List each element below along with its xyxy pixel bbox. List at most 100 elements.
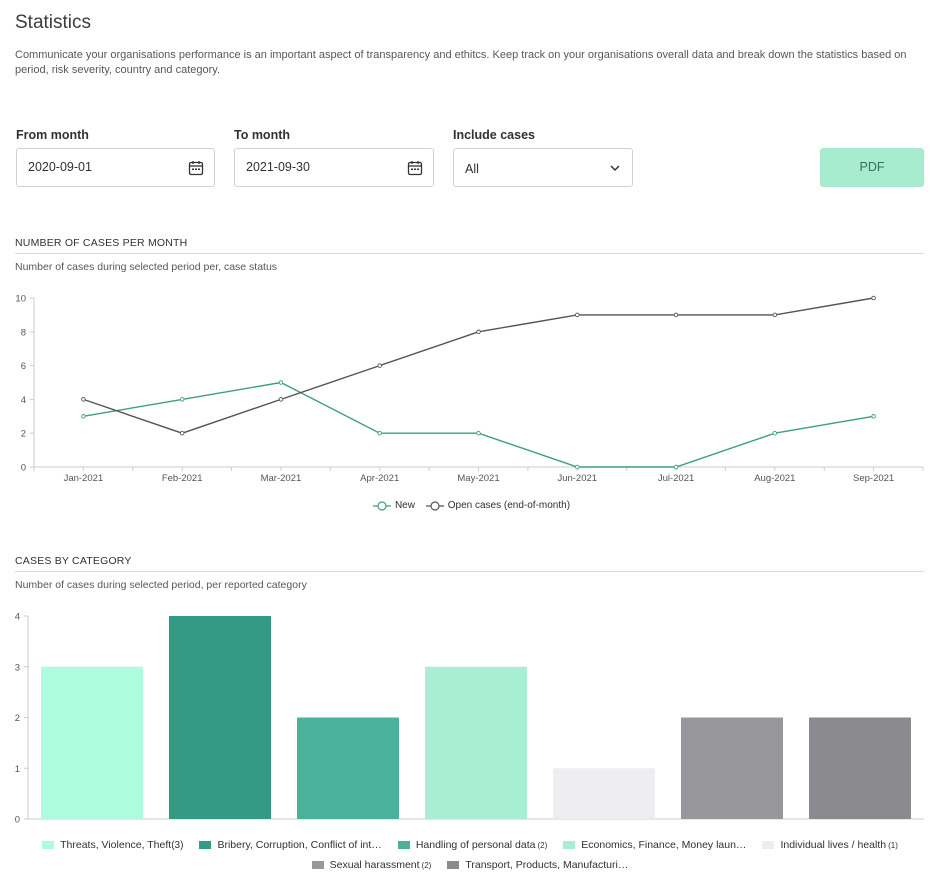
bar: [809, 717, 911, 819]
data-point: [476, 329, 481, 335]
x-tick-label: Mar-2021: [261, 473, 302, 484]
legend-label: Transport, Products, Manufacturi…: [465, 859, 629, 871]
legend-label: Sexual harassment: [329, 859, 420, 871]
cases-by-category-chart: 0 1 2 3 4: [15, 612, 924, 826]
data-point: [278, 380, 284, 385]
x-tick-label: Jan-2021: [64, 473, 104, 484]
from-month-label: From month: [16, 128, 89, 142]
series-line-open-cases: [83, 297, 874, 434]
legend-line-marker: [425, 500, 444, 511]
calendar-icon[interactable]: [188, 160, 204, 176]
line-chart-legend: New Open cases (end-of-month): [0, 500, 943, 514]
x-tick-label: Aug-2021: [754, 473, 795, 484]
to-month-value: 2021-09-30: [246, 160, 310, 174]
calendar-icon[interactable]: [407, 160, 423, 176]
y-tick-label: 2: [21, 429, 26, 440]
data-point: [377, 430, 382, 436]
to-month-label: To month: [234, 128, 290, 142]
legend-swatch: [199, 841, 212, 849]
include-cases-value: All: [465, 162, 479, 176]
y-tick-label: 0: [15, 815, 20, 826]
cases-per-month-title: NUMBER OF CASES PER MONTH: [15, 237, 188, 249]
cases-by-category-title: CASES BY CATEGORY: [15, 555, 132, 567]
x-tick-label: Apr-2021: [360, 473, 399, 484]
data-point: [673, 464, 679, 470]
include-cases-select[interactable]: All: [453, 148, 633, 187]
data-point: [278, 397, 284, 402]
chevron-down-icon: [610, 165, 620, 172]
legend-item-open-cases[interactable]: Open cases (end-of-month): [425, 500, 571, 511]
legend-count: (3): [171, 839, 184, 851]
bar: [41, 666, 143, 819]
y-tick-label: 2: [15, 713, 20, 724]
bar: [553, 768, 655, 819]
legend-swatch: [563, 841, 576, 849]
data-point: [377, 363, 382, 368]
bar-chart-legend-row-2: Sexual harassment (2) Transport, Products…: [15, 859, 925, 871]
data-point: [81, 397, 86, 402]
legend-label-open-cases: Open cases (end-of-month): [447, 500, 571, 511]
from-month-field[interactable]: 2020-09-01: [16, 148, 215, 187]
legend-count: (2): [537, 840, 548, 850]
y-tick-label: 8: [21, 327, 26, 338]
legend-count: (2): [421, 860, 432, 870]
legend-item-economics[interactable]: Economics, Finance, Money laun…: [563, 839, 746, 851]
y-tick-label: 4: [15, 612, 20, 623]
from-month-value: 2020-09-01: [28, 160, 92, 174]
legend-item-individual-lives[interactable]: Individual lives / health (1): [762, 839, 898, 851]
legend-swatch: [447, 861, 460, 869]
data-point: [673, 312, 679, 318]
y-tick-label: 3: [15, 662, 20, 673]
include-cases-label: Include cases: [453, 128, 535, 142]
y-tick-label: 4: [21, 395, 26, 406]
to-month-field[interactable]: 2021-09-30: [234, 148, 434, 187]
series-line-new: [83, 381, 874, 468]
y-tick-label: 0: [21, 463, 26, 474]
legend-swatch: [397, 841, 410, 849]
y-tick-label: 10: [15, 294, 26, 305]
bar: [169, 616, 271, 819]
legend-item-transport[interactable]: Transport, Products, Manufacturi…: [447, 859, 628, 871]
y-tick-label: 1: [15, 764, 20, 775]
legend-item-bribery[interactable]: Bribery, Corruption, Conflict of int…: [199, 839, 382, 851]
divider: [15, 253, 924, 254]
data-point: [772, 430, 778, 436]
legend-label: Handling of personal data: [415, 839, 536, 851]
legend-line-marker: [372, 500, 391, 511]
y-tick-label: 6: [21, 361, 26, 372]
legend-label: Threats, Violence, Theft: [60, 839, 172, 851]
legend-swatch: [42, 841, 55, 849]
bar: [297, 717, 399, 819]
legend-label: Bribery, Corruption, Conflict of int…: [217, 839, 382, 851]
bar-chart-legend-row-1: Threats, Violence, Theft (3) Bribery, Cor…: [15, 839, 925, 851]
data-point: [871, 414, 876, 419]
legend-swatch: [311, 861, 324, 869]
data-point: [476, 430, 481, 436]
page-description: Communicate your organisations performan…: [15, 49, 907, 76]
cases-by-category-subtitle: Number of cases during selected period, …: [15, 579, 307, 591]
x-tick-label: Jul-2021: [658, 473, 694, 484]
legend-item-new[interactable]: New: [372, 500, 415, 511]
divider: [15, 571, 924, 572]
legend-item-threats[interactable]: Threats, Violence, Theft (3): [42, 839, 183, 851]
data-point: [871, 295, 876, 301]
bar: [425, 666, 527, 819]
data-point: [575, 464, 580, 470]
data-point: [81, 414, 86, 419]
legend-item-sexual-harassment[interactable]: Sexual harassment (2): [311, 859, 432, 871]
page-title: Statistics: [15, 12, 92, 33]
legend-item-personal-data[interactable]: Handling of personal data (2): [397, 839, 548, 851]
x-tick-label: Feb-2021: [162, 473, 203, 484]
legend-label-new: New: [394, 500, 415, 511]
cases-per-month-subtitle: Number of cases during selected period p…: [15, 261, 278, 273]
x-tick-label: Jun-2021: [557, 473, 597, 484]
legend-swatch: [762, 841, 775, 849]
data-point: [772, 312, 778, 318]
pdf-button[interactable]: PDF: [820, 148, 924, 187]
x-tick-label: Sep-2021: [853, 473, 894, 484]
data-point: [179, 430, 185, 436]
bar: [681, 717, 783, 819]
legend-count: (1): [888, 840, 898, 850]
data-point: [179, 397, 185, 402]
data-point: [575, 312, 580, 318]
